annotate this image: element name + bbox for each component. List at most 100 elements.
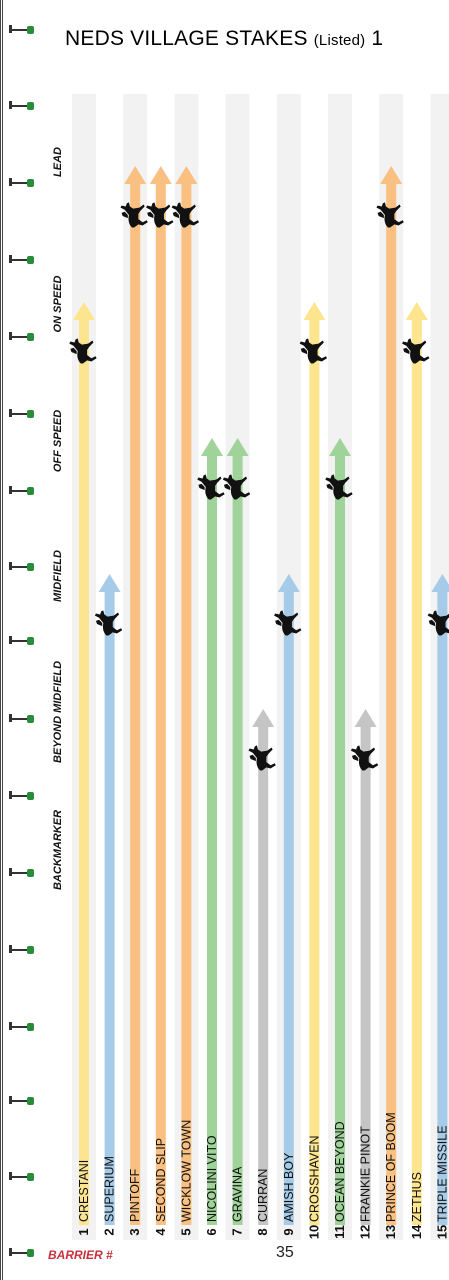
- stage-label: OFF SPEED: [52, 410, 64, 472]
- rail-hook: [9, 409, 12, 417]
- barrier-numbers: 1 2 3 4 5 6 7 8 9 10 11 12 13 14 15: [76, 1224, 449, 1239]
- horse-icon: [376, 202, 404, 228]
- position-bar: [309, 318, 320, 1225]
- rail-marker: [9, 25, 34, 35]
- position-arrowhead: [277, 574, 300, 592]
- barrier-number: 6: [204, 1228, 219, 1235]
- title-trail: 1: [371, 27, 384, 50]
- horse-icon: [94, 610, 123, 636]
- rail-marker-tip: [27, 1023, 34, 1031]
- rail-hook: [9, 486, 12, 494]
- rail-hook: [9, 255, 12, 263]
- position-bar: [104, 590, 115, 1225]
- speed-map-chart: BACKMARKER BEYOND MIDFIELD MIDFIELD OFF SPE…: [52, 94, 449, 1240]
- rail: [0, 0, 43, 1280]
- bars: [73, 166, 449, 1225]
- position-bar: [386, 182, 397, 1225]
- horse-icon: [222, 474, 251, 500]
- barrier-number: 3: [127, 1228, 142, 1235]
- position-arrowhead: [405, 302, 428, 320]
- rail-marker-tip: [27, 563, 34, 571]
- horse-name: SUPERIUM: [103, 1156, 117, 1222]
- rail-hook: [9, 1022, 12, 1030]
- rail-marker-tip: [27, 946, 34, 954]
- position-bar: [207, 454, 217, 1225]
- barrier-axis-label: BARRIER #: [48, 1248, 113, 1262]
- rail-marker-tip: [27, 792, 34, 800]
- position-bar: [155, 182, 166, 1225]
- stage-label: MIDFIELD: [52, 550, 64, 602]
- barrier-number: 2: [102, 1228, 117, 1235]
- horse-name: FRANKIE PINOT: [359, 1126, 373, 1222]
- rail-hook: [9, 1096, 12, 1104]
- rail-marker-tip: [27, 1173, 34, 1181]
- horse-name: AMISH BOY: [282, 1152, 296, 1222]
- rail-marker: [9, 945, 34, 955]
- horse-icon: [427, 610, 449, 636]
- position-arrowhead: [431, 574, 449, 592]
- barrier-number: 7: [230, 1228, 245, 1235]
- rail-marker-tip: [27, 333, 34, 341]
- position-arrowhead: [380, 166, 403, 184]
- rail-hook: [9, 945, 12, 953]
- rail-hook: [9, 1172, 12, 1180]
- position-bar: [232, 454, 243, 1225]
- rail-marker: [9, 562, 34, 572]
- rail-hook: [9, 332, 12, 340]
- horse-icon: [146, 202, 174, 228]
- position-bar: [283, 590, 294, 1225]
- horse-name: NICOLINI VITO: [205, 1135, 219, 1222]
- title-listed: (Listed): [313, 32, 366, 49]
- horse-name: PINTOFF: [128, 1168, 142, 1222]
- stage-label: ON SPEED: [52, 276, 64, 333]
- rail-marker-tip: [27, 1249, 34, 1257]
- horse-name: CRESTANI: [77, 1160, 91, 1222]
- rail-marker: [9, 714, 34, 724]
- rail-hook: [9, 25, 12, 33]
- rail-post: [9, 490, 29, 492]
- position-arrowhead: [226, 438, 249, 456]
- position-arrowhead: [252, 709, 275, 727]
- stage-label: LEAD: [52, 147, 64, 177]
- rail-post: [9, 413, 29, 415]
- stage-labels: BACKMARKER BEYOND MIDFIELD MIDFIELD OFF SPE…: [52, 147, 64, 890]
- horse-icon: [197, 474, 225, 500]
- horse-name: WICKLOW TOWN: [179, 1120, 193, 1222]
- position-arrowhead: [354, 709, 377, 727]
- stage-label: BACKMARKER: [52, 810, 64, 890]
- rail-post: [9, 949, 29, 951]
- horse-icon: [402, 338, 430, 364]
- rail-marker: [9, 1248, 34, 1258]
- rail-marker-tip: [27, 179, 34, 187]
- rail-marker-tip: [27, 637, 34, 645]
- rail-marker: [9, 791, 34, 801]
- position-bar: [335, 454, 345, 1225]
- horse-icon: [299, 338, 327, 364]
- rail-marker-tip: [27, 102, 34, 110]
- title-main: NEDS VILLAGE STAKES: [65, 27, 308, 50]
- rail-hook: [9, 791, 12, 799]
- position-bar: [181, 182, 192, 1225]
- rail-post: [9, 182, 29, 184]
- horse-names: CRESTANI SUPERIUM PINTOFF SECOND SLIP WICKLO…: [77, 1112, 449, 1222]
- rail-marker-tip: [27, 487, 34, 495]
- rail-marker-tip: [27, 869, 34, 877]
- horse-icon: [171, 202, 199, 228]
- position-arrowhead: [124, 166, 147, 184]
- rail-marker-tip: [27, 26, 34, 34]
- position-bar: [360, 725, 371, 1225]
- page-number: 35: [276, 1244, 294, 1261]
- barrier-number: 10: [306, 1225, 321, 1239]
- horse-name: ZETHUS: [410, 1172, 424, 1222]
- rail-hook: [9, 1248, 12, 1256]
- position-arrowhead: [175, 166, 198, 184]
- horse-name: CROSSHAVEN: [307, 1135, 321, 1222]
- rail-post: [9, 1100, 29, 1102]
- horse-icon: [350, 745, 379, 771]
- stage-label: BEYOND MIDFIELD: [52, 661, 64, 763]
- rail-post: [9, 1026, 29, 1028]
- position-bar: [437, 590, 448, 1225]
- position-bar: [130, 182, 141, 1225]
- rail-marker: [9, 255, 34, 265]
- horse-icon: [274, 610, 302, 636]
